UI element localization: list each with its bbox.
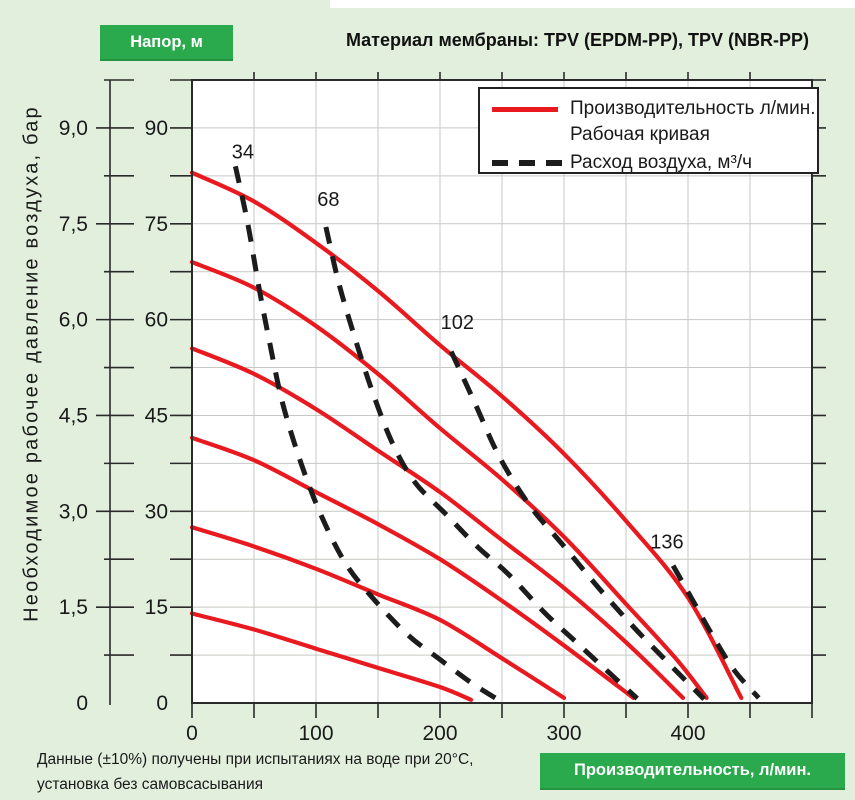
working-curve [189,611,474,702]
legend-dashed-label: Расход воздуха, м³/ч [570,152,753,173]
dashed-line-swatch [492,160,562,166]
footnote: Данные (±10%) получены при испытаниях на… [37,748,473,798]
x-axis-badge-label: Производительность, л/мин. [573,761,811,779]
legend-solid-label: Производительность л/мин. Рабочая кривая [570,98,816,145]
air-flow-curve-label-136: 136 [650,531,683,553]
pressure-tick-label: 4,5 [59,404,88,427]
x-tick-label: 0 [186,722,198,745]
working-curve [189,435,636,700]
head-tick-label: 75 [145,213,168,236]
chart-legend: Производительность л/мин. Рабочая кривая… [478,87,819,174]
x-tick-label: 400 [670,722,705,745]
legend-row-solid: Производительность л/мин. Рабочая кривая [492,96,817,148]
pressure-tick-label: 7,5 [59,213,88,236]
air-flow-curve-label-68: 68 [317,189,339,211]
head-tick-label: 90 [145,117,168,140]
air-flow-curve-136 [670,564,761,700]
footnote-line1: Данные (±10%) получены при испытаниях на… [37,751,474,768]
top-white-strip [330,0,855,8]
air-flow-curve-34 [232,165,500,702]
working-curve [189,346,686,700]
pressure-tick-label: 6,0 [59,309,88,332]
x-tick-label: 100 [298,722,333,745]
pressure-tick-label: 1,5 [59,596,88,619]
working-curve [189,525,567,700]
head-axis-badge-label: Напор, м [130,32,203,51]
x-axis-badge: Производительность, л/мин. [540,753,845,790]
head-axis-badge: Напор, м [100,25,233,61]
legend-row-dashed: Расход воздуха, м³/ч [492,150,817,176]
air-flow-curve-label-34: 34 [232,142,254,164]
head-tick-label: 45 [145,404,168,427]
working-curve [189,260,709,700]
head-tick-label: 60 [145,309,168,332]
air-flow-curve-102 [448,350,706,701]
solid-line-swatch [492,106,558,112]
head-tick-label: 30 [145,500,168,523]
pressure-tick-label: 0 [76,692,88,715]
x-tick-label: 200 [422,722,457,745]
working-curve [189,170,744,700]
air-flow-curve-68 [323,226,639,701]
footnote-line2: установка без самовсасывания [37,775,263,793]
head-tick-label: 0 [156,692,168,715]
chart-title: Материал мембраны: TPV (EPDM-PP), TPV (N… [345,30,810,50]
pressure-tick-label: 9,0 [59,117,88,140]
air-flow-curve-label-102: 102 [441,312,474,334]
pressure-tick-label: 3,0 [59,500,88,523]
x-tick-label: 300 [546,722,581,745]
head-tick-label: 15 [145,596,168,619]
